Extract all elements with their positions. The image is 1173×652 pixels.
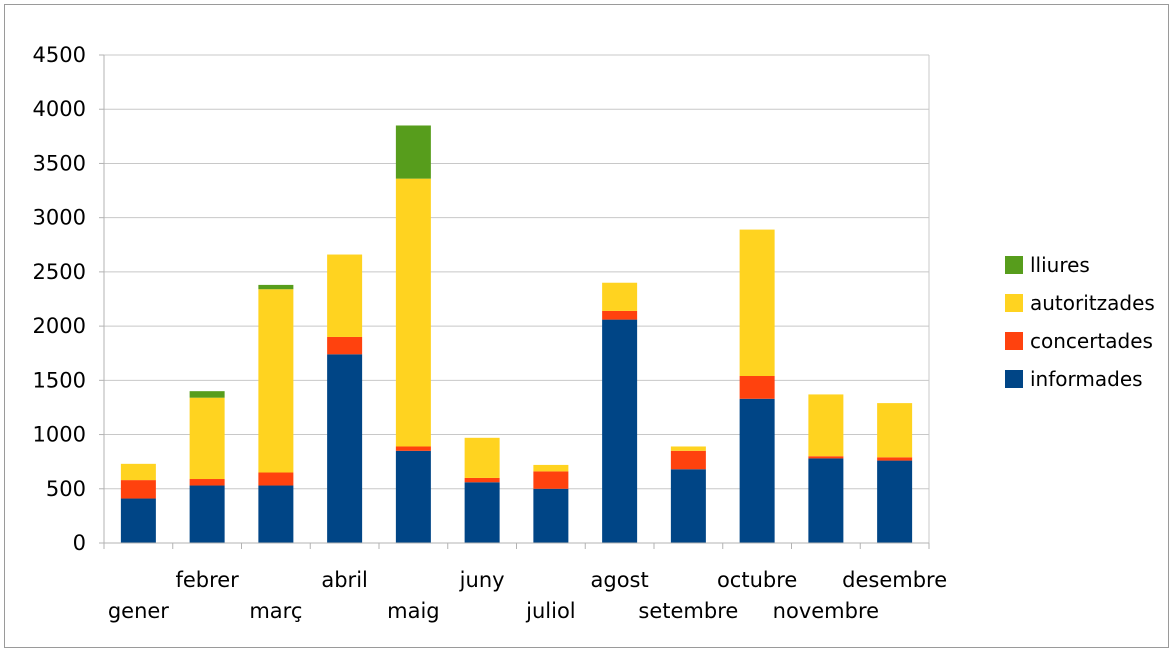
- bar-concertades-4: [395, 446, 431, 451]
- y-tick-label: 500: [46, 477, 86, 501]
- legend-swatch-lliures: [1005, 256, 1023, 274]
- y-tick-label: 2500: [33, 260, 86, 284]
- bar-lliures-1: [189, 391, 225, 398]
- bar-concertades-8: [670, 450, 706, 470]
- legend-label-lliures: lliures: [1030, 253, 1090, 277]
- bar-autoritzades-8: [670, 446, 706, 451]
- legend-swatch-concertades: [1005, 332, 1023, 350]
- bar-concertades-0: [120, 480, 156, 499]
- bar-autoritzades-7: [602, 282, 638, 311]
- y-tick-label: 1000: [33, 423, 86, 447]
- bar-concertades-7: [602, 310, 638, 320]
- bar-informades-3: [327, 354, 363, 543]
- bar-concertades-3: [327, 336, 363, 355]
- x-tick-label: setembre: [638, 599, 738, 623]
- bar-informades-9: [739, 398, 775, 543]
- x-tick-label: juny: [459, 568, 505, 592]
- bar-informades-5: [464, 482, 500, 543]
- bar-concertades-9: [739, 375, 775, 399]
- bar-informades-8: [670, 469, 706, 543]
- grid-layer: [104, 54, 930, 544]
- y-tick-label: 4500: [33, 43, 86, 67]
- y-tick-label: 4000: [33, 97, 86, 121]
- legend-swatch-informades: [1005, 370, 1023, 388]
- bar-concertades-10: [808, 456, 844, 459]
- x-tick-label: juliol: [525, 599, 576, 623]
- bar-concertades-6: [533, 471, 569, 489]
- bar-informades-0: [120, 498, 156, 543]
- y-tick-label: 3000: [33, 206, 86, 230]
- x-tick-label: febrer: [175, 568, 239, 592]
- y-tick-label: 3500: [33, 151, 86, 175]
- legend: lliures autoritzades concertades informades: [1005, 253, 1155, 391]
- legend-label-concertades: concertades: [1030, 329, 1153, 353]
- bar-autoritzades-0: [120, 463, 156, 481]
- legend-swatch-autoritzades: [1005, 294, 1023, 312]
- x-tick-label: octubre: [717, 568, 797, 592]
- bar-autoritzades-3: [327, 254, 363, 337]
- bar-autoritzades-9: [739, 229, 775, 376]
- bar-autoritzades-6: [533, 464, 569, 472]
- bar-concertades-5: [464, 477, 500, 483]
- bar-informades-10: [808, 458, 844, 543]
- bars-layer: [120, 125, 913, 543]
- bar-concertades-11: [877, 457, 913, 461]
- axis-layer: 0 500 1000 1500 2000 2500 3000 3500 4000 4500 gene…: [33, 43, 948, 623]
- x-tick-label: novembre: [773, 599, 879, 623]
- bar-autoritzades-1: [189, 397, 225, 480]
- bar-informades-4: [395, 450, 431, 543]
- legend-label-informades: informades: [1030, 367, 1143, 391]
- y-tick-label: 2000: [33, 314, 86, 338]
- bar-autoritzades-11: [877, 403, 913, 458]
- x-tick-label: gener: [108, 599, 169, 623]
- bar-informades-2: [258, 485, 294, 543]
- bar-informades-7: [602, 319, 638, 543]
- bar-lliures-4: [395, 125, 431, 179]
- y-tick-label: 0: [73, 531, 86, 555]
- legend-label-autoritzades: autoritzades: [1030, 291, 1155, 315]
- y-tick-label: 1500: [33, 368, 86, 392]
- bar-informades-1: [189, 485, 225, 543]
- bar-autoritzades-4: [395, 178, 431, 447]
- x-tick-label: maig: [387, 599, 440, 623]
- bar-concertades-1: [189, 479, 225, 486]
- x-tick-label: agost: [591, 568, 649, 592]
- bar-lliures-2: [258, 284, 294, 290]
- x-tick-label: abril: [321, 568, 368, 592]
- bar-autoritzades-2: [258, 289, 294, 473]
- bar-autoritzades-10: [808, 394, 844, 457]
- x-tick-label: desembre: [842, 568, 947, 592]
- bar-informades-11: [877, 460, 913, 543]
- bar-concertades-2: [258, 472, 294, 486]
- x-tick-label: març: [249, 599, 302, 623]
- bar-autoritzades-5: [464, 437, 500, 478]
- bar-informades-6: [533, 488, 569, 543]
